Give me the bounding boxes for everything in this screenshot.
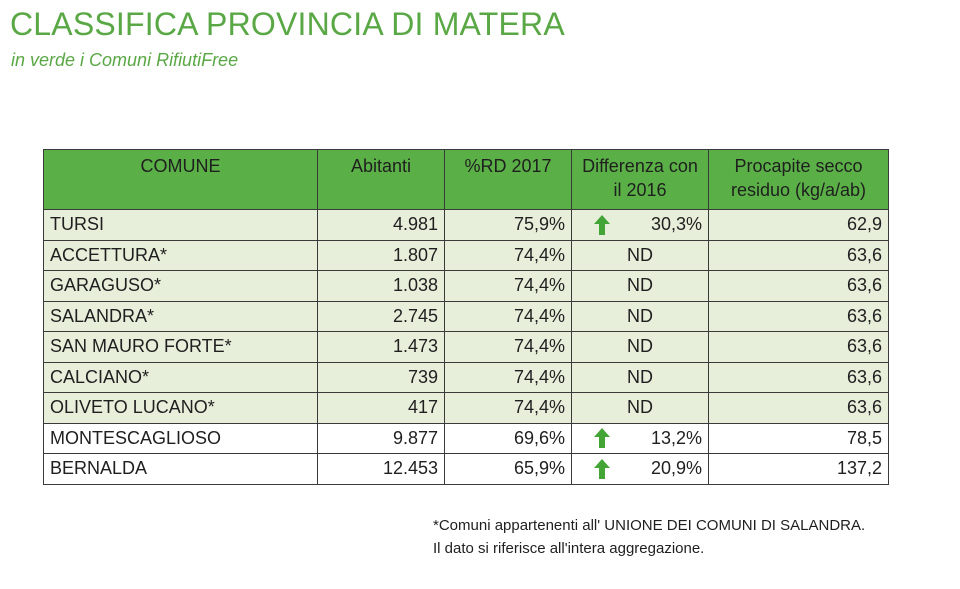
up-arrow-icon bbox=[594, 214, 610, 235]
cell-differenza: ND bbox=[571, 392, 709, 424]
table-row: ACCETTURA* 1.807 74,4% ND 63,6 bbox=[43, 239, 889, 271]
cell-rd: 75,9% bbox=[444, 209, 572, 241]
footnote-line1: *Comuni appartenenti all' UNIONE DEI COM… bbox=[433, 517, 866, 534]
cell-differenza: ND bbox=[571, 239, 709, 271]
cell-differenza-value: 30,3% bbox=[650, 214, 702, 235]
table-body: TURSI 4.981 75,9% 30,3% 62,9 ACCETTURA* 1.807 7… bbox=[43, 209, 889, 485]
cell-differenza: ND bbox=[571, 361, 709, 393]
cell-procapite: 78,5 bbox=[708, 422, 889, 454]
cell-abitanti: 2.745 bbox=[317, 300, 445, 332]
cell-differenza: ND bbox=[571, 331, 709, 363]
table-row: CALCIANO* 739 74,4% ND 63,6 bbox=[43, 361, 889, 393]
cell-procapite: 63,6 bbox=[708, 361, 889, 393]
table-row: SALANDRA* 2.745 74,4% ND 63,6 bbox=[43, 300, 889, 332]
header-procapite-line1: Procapite secco bbox=[734, 156, 863, 176]
cell-rd: 74,4% bbox=[444, 239, 572, 271]
cell-comune: CALCIANO* bbox=[43, 361, 318, 393]
cell-abitanti: 9.877 bbox=[317, 422, 445, 454]
cell-differenza: 30,3% bbox=[571, 209, 709, 241]
cell-rd: 69,6% bbox=[444, 422, 572, 454]
header-abitanti-label: Abitanti bbox=[350, 156, 412, 176]
cell-abitanti: 1.473 bbox=[317, 331, 445, 363]
header-comune-label: COMUNE bbox=[140, 156, 221, 176]
cell-abitanti: 1.807 bbox=[317, 239, 445, 271]
cell-procapite: 63,6 bbox=[708, 270, 889, 302]
cell-abitanti: 12.453 bbox=[317, 453, 445, 485]
cell-abitanti: 417 bbox=[317, 392, 445, 424]
cell-differenza: ND bbox=[571, 300, 709, 332]
table-row: GARAGUSO* 1.038 74,4% ND 63,6 bbox=[43, 270, 889, 302]
header-procapite-line2: residuo (kg/a/ab) bbox=[730, 180, 867, 200]
cell-rd: 74,4% bbox=[444, 331, 572, 363]
header-differenza: Differenza con il 2016 bbox=[571, 149, 709, 210]
cell-comune: SAN MAURO FORTE* bbox=[43, 331, 318, 363]
cell-abitanti: 4.981 bbox=[317, 209, 445, 241]
cell-procapite: 63,6 bbox=[708, 392, 889, 424]
page-title: CLASSIFICA PROVINCIA DI MATERA bbox=[10, 6, 565, 42]
cell-procapite: 63,6 bbox=[708, 239, 889, 271]
cell-rd: 74,4% bbox=[444, 361, 572, 393]
up-arrow-icon bbox=[594, 458, 610, 479]
cell-procapite: 63,6 bbox=[708, 300, 889, 332]
table-row: OLIVETO LUCANO* 417 74,4% ND 63,6 bbox=[43, 392, 889, 424]
table-row: TURSI 4.981 75,9% 30,3% 62,9 bbox=[43, 209, 889, 241]
cell-comune: SALANDRA* bbox=[43, 300, 318, 332]
table-row: BERNALDA 12.453 65,9% 20,9% 137,2 bbox=[43, 453, 889, 485]
cell-procapite: 63,6 bbox=[708, 331, 889, 363]
cell-rd: 74,4% bbox=[444, 300, 572, 332]
table-row: MONTESCAGLIOSO 9.877 69,6% 13,2% 78,5 bbox=[43, 422, 889, 454]
cell-abitanti: 739 bbox=[317, 361, 445, 393]
ranking-table: COMUNE Abitanti %RD 2017 Differenza con … bbox=[43, 149, 889, 485]
header-differenza-line1: Differenza con bbox=[582, 156, 698, 176]
cell-differenza: 20,9% bbox=[571, 453, 709, 485]
cell-procapite: 137,2 bbox=[708, 453, 889, 485]
header-rd: %RD 2017 bbox=[444, 149, 572, 210]
footnote: *Comuni appartenenti all' UNIONE DEI COM… bbox=[433, 514, 865, 560]
cell-rd: 65,9% bbox=[444, 453, 572, 485]
cell-comune: GARAGUSO* bbox=[43, 270, 318, 302]
cell-comune: ACCETTURA* bbox=[43, 239, 318, 271]
cell-comune: MONTESCAGLIOSO bbox=[43, 422, 318, 454]
header-comune: COMUNE bbox=[43, 149, 318, 210]
cell-differenza: 13,2% bbox=[571, 422, 709, 454]
cell-comune: BERNALDA bbox=[43, 453, 318, 485]
cell-comune: OLIVETO LUCANO* bbox=[43, 392, 318, 424]
footnote-line2: Il dato si riferisce all'intera aggregaz… bbox=[433, 540, 705, 557]
header-abitanti: Abitanti bbox=[317, 149, 445, 210]
cell-comune: TURSI bbox=[43, 209, 318, 241]
header-procapite: Procapite secco residuo (kg/a/ab) bbox=[708, 149, 889, 210]
header-rd-label: %RD 2017 bbox=[464, 156, 552, 176]
cell-procapite: 62,9 bbox=[708, 209, 889, 241]
cell-rd: 74,4% bbox=[444, 270, 572, 302]
table-row: SAN MAURO FORTE* 1.473 74,4% ND 63,6 bbox=[43, 331, 889, 363]
cell-differenza-value: 13,2% bbox=[650, 427, 702, 448]
cell-abitanti: 1.038 bbox=[317, 270, 445, 302]
header-differenza-line2: il 2016 bbox=[613, 180, 667, 200]
cell-differenza-value: 20,9% bbox=[650, 458, 702, 479]
cell-differenza: ND bbox=[571, 270, 709, 302]
table-header-row: COMUNE Abitanti %RD 2017 Differenza con … bbox=[43, 149, 889, 210]
page-subtitle: in verde i Comuni RifiutiFree bbox=[11, 50, 239, 70]
cell-rd: 74,4% bbox=[444, 392, 572, 424]
up-arrow-icon bbox=[594, 428, 610, 449]
